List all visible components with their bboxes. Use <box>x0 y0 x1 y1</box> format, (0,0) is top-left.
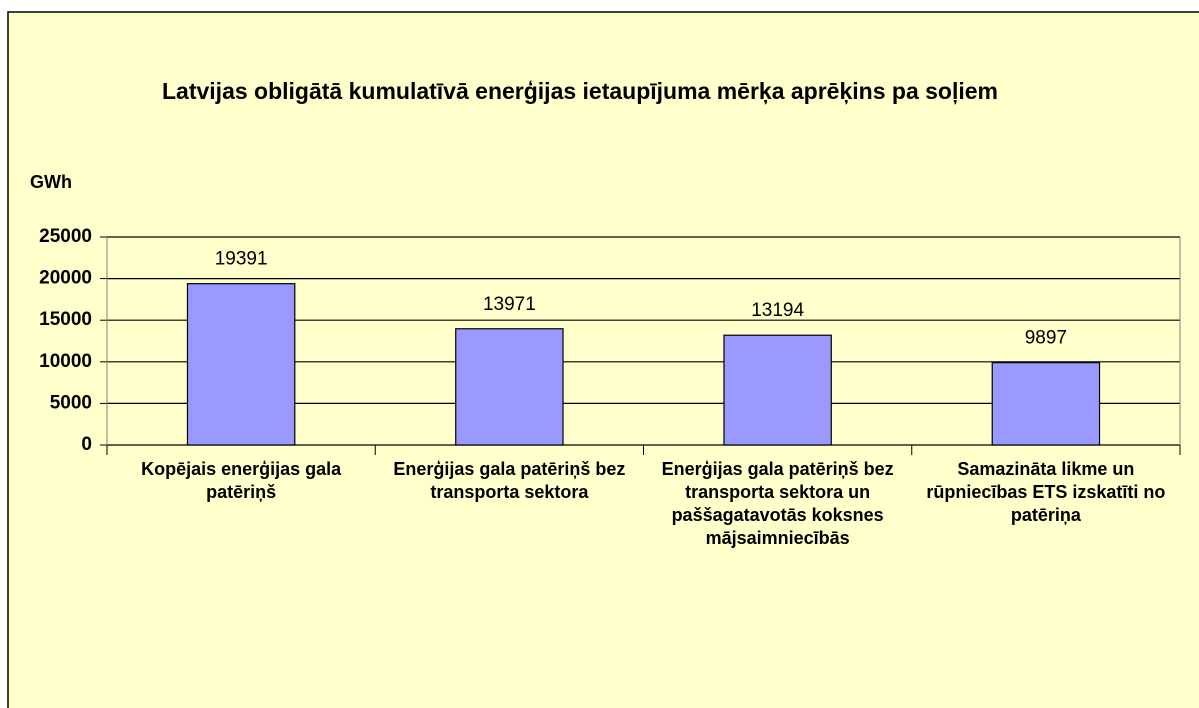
bar <box>723 334 832 446</box>
y-tick-label: 20000 <box>39 268 92 289</box>
bar <box>991 362 1101 446</box>
data-label: 13194 <box>751 300 804 321</box>
y-tick-label: 25000 <box>39 226 92 247</box>
y-axis-label: GWh <box>30 172 72 192</box>
x-tick-label: Samazināta likme un rūpniecības ETS izsk… <box>926 459 1166 525</box>
x-tick-label: Enerģijas gala patēriņš bez transporta s… <box>393 459 626 502</box>
bar <box>455 328 564 446</box>
data-label: 19391 <box>215 249 268 270</box>
y-tick-label: 0 <box>81 434 92 455</box>
y-tick-label: 5000 <box>50 392 92 413</box>
x-tick-label: Kopējais enerģijas gala patēriņš <box>141 459 342 502</box>
y-tick-label: 10000 <box>39 351 92 372</box>
chart-title: Latvijas obligātā kumulatīvā enerģijas i… <box>162 78 998 104</box>
bar <box>186 283 296 446</box>
data-label: 13971 <box>483 294 536 315</box>
data-label: 9897 <box>1025 328 1067 349</box>
y-tick-label: 15000 <box>39 309 92 330</box>
x-tick-label: Enerģijas gala patēriņš bez transporta s… <box>661 459 894 548</box>
chart-area <box>7 11 1199 708</box>
